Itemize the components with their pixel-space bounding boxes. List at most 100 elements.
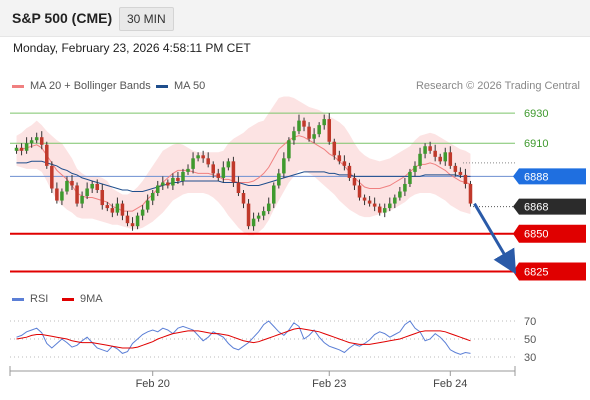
candle-body <box>418 153 422 166</box>
rsi-swatch <box>12 297 24 301</box>
candle-body <box>80 196 84 204</box>
candle-body <box>85 188 89 197</box>
legend-9ma: 9MA <box>62 293 103 305</box>
candle-body <box>166 182 170 186</box>
candle-body <box>362 197 367 201</box>
rsi-ma9-line <box>16 327 471 349</box>
candle-body <box>161 182 165 186</box>
candle-body <box>337 155 342 162</box>
candle-body <box>181 171 185 181</box>
candle-body <box>135 215 140 227</box>
candle-body <box>226 161 231 168</box>
candle-body <box>246 203 251 227</box>
candle-body <box>302 120 306 127</box>
ma9-swatch <box>62 297 74 301</box>
candle-body <box>211 164 216 174</box>
candle-body <box>125 215 130 224</box>
last-price-tag <box>513 198 586 215</box>
candle-body <box>463 174 468 184</box>
candle-body <box>19 147 24 151</box>
chart-header: S&P 500 (CME) 30 MIN <box>0 0 590 37</box>
rsi-tick-label: 50 <box>524 334 536 346</box>
candle-body <box>236 182 241 194</box>
candle-body <box>70 180 74 186</box>
candle-body <box>438 156 442 162</box>
candle-body <box>398 191 402 198</box>
x-tick-label: Feb 20 <box>136 378 170 390</box>
candle-body <box>287 140 291 159</box>
candle-body <box>443 152 448 162</box>
ma50-label: MA 50 <box>174 80 206 92</box>
candle-body <box>448 152 453 166</box>
candle-body <box>55 188 59 201</box>
candle-body <box>176 177 180 181</box>
candle-body <box>468 183 473 204</box>
bollinger-band <box>16 96 471 236</box>
candle-body <box>322 119 326 126</box>
candle-body <box>90 183 94 189</box>
candle-body <box>100 190 105 206</box>
rsi-tick-label: 70 <box>524 316 536 328</box>
candle-body <box>261 211 266 216</box>
copyright-note: Research © 2026 Trading Central <box>415 80 580 92</box>
candle-body <box>271 185 276 204</box>
support-label: 6825 <box>524 266 548 278</box>
legend-ma50: MA 50 <box>156 80 205 92</box>
candle-body <box>372 203 377 207</box>
candle-body <box>297 120 301 132</box>
candle-body <box>221 167 226 178</box>
candle-body <box>458 171 463 175</box>
ma9-label: 9MA <box>80 293 103 305</box>
ma50-tag-label: 6888 <box>524 171 548 183</box>
candle-body <box>216 173 221 178</box>
candle-body <box>312 134 316 139</box>
candle-body <box>347 165 352 178</box>
candle-body <box>357 185 362 198</box>
candle-body <box>277 173 281 186</box>
candle-body <box>423 146 427 154</box>
candle-body <box>367 200 372 204</box>
candle-body <box>342 161 347 166</box>
candle-body <box>95 183 99 190</box>
candle-body <box>155 185 160 194</box>
candle-body <box>186 168 190 172</box>
candle-body <box>403 183 407 192</box>
interval-button[interactable]: 30 MIN <box>119 7 174 31</box>
candle-body <box>45 144 49 166</box>
candle-body <box>39 137 44 145</box>
candle-body <box>120 203 125 216</box>
support-tag <box>513 224 586 243</box>
ma20-label: MA 20 + Bollinger Bands <box>30 80 151 92</box>
rsi-tick-label: 30 <box>524 352 536 364</box>
candle-body <box>352 177 357 186</box>
candle-body <box>150 193 155 201</box>
legend-ma20: MA 20 + Bollinger Bands <box>12 80 151 92</box>
candle-body <box>65 180 69 192</box>
candle-body <box>201 155 205 159</box>
candle-body <box>29 140 34 144</box>
candle-body <box>171 177 175 186</box>
x-tick-label: Feb 23 <box>312 378 346 390</box>
candle-body <box>393 197 397 204</box>
candle-body <box>60 191 64 201</box>
candle-body <box>408 171 412 184</box>
ma20-line <box>16 135 471 212</box>
ma50-tag <box>513 168 586 185</box>
candle-body <box>251 218 256 227</box>
candle-body <box>317 125 321 135</box>
candle-body <box>34 137 39 141</box>
legend-rsi: RSI <box>12 293 48 305</box>
candle-body <box>266 203 271 212</box>
candle-body <box>382 208 387 213</box>
candle-body <box>115 203 120 213</box>
candle-body <box>377 206 382 213</box>
candle-body <box>256 215 261 219</box>
candle-body <box>433 150 437 157</box>
candle-body <box>231 161 236 183</box>
candle-body <box>413 165 417 172</box>
candle-body <box>206 158 210 165</box>
candle-body <box>241 193 246 204</box>
ma20-swatch <box>12 84 24 88</box>
resistance-label: 6930 <box>524 108 548 120</box>
